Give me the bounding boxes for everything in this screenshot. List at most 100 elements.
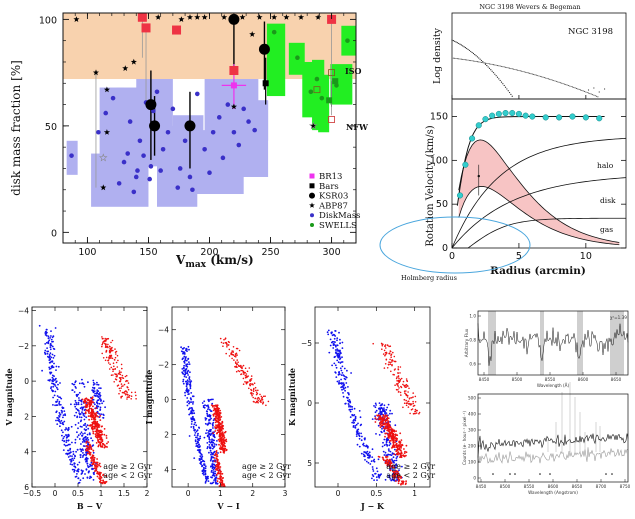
young-star bbox=[360, 452, 363, 455]
density-point bbox=[582, 90, 584, 92]
top-y-label: Arbitrary Flux bbox=[464, 328, 469, 357]
young-star bbox=[58, 415, 61, 418]
old-star bbox=[393, 471, 396, 473]
young-star bbox=[205, 410, 208, 412]
old-star bbox=[115, 361, 118, 364]
young-star bbox=[52, 340, 54, 343]
young-star bbox=[209, 449, 212, 452]
old-star bbox=[231, 350, 233, 352]
young-star bbox=[391, 479, 393, 481]
x-tick-label: 100 bbox=[78, 247, 96, 258]
old-star bbox=[400, 385, 402, 388]
old-star bbox=[402, 383, 404, 386]
density-point bbox=[504, 86, 507, 88]
old-star bbox=[101, 336, 103, 338]
young-star bbox=[187, 369, 190, 372]
young-star bbox=[73, 469, 76, 472]
old-star bbox=[89, 405, 91, 407]
old-star bbox=[116, 354, 119, 357]
young-star bbox=[97, 390, 100, 393]
old-star bbox=[84, 399, 87, 402]
young-star bbox=[87, 427, 90, 430]
old-star bbox=[382, 415, 385, 417]
young-star bbox=[346, 399, 349, 402]
young-star bbox=[211, 438, 213, 441]
young-star bbox=[200, 458, 202, 461]
old-star bbox=[384, 419, 386, 422]
old-star bbox=[128, 394, 131, 397]
old-star bbox=[127, 394, 129, 396]
old-star bbox=[397, 372, 399, 374]
young-star bbox=[77, 427, 79, 430]
young-star bbox=[342, 382, 345, 384]
green-square bbox=[332, 78, 339, 85]
y-axis-label: V magnitude bbox=[4, 368, 14, 426]
old-star bbox=[412, 413, 415, 415]
old-star bbox=[218, 443, 220, 446]
young-star bbox=[92, 389, 95, 392]
grey-star bbox=[308, 121, 318, 130]
halo-label: halo bbox=[597, 161, 614, 170]
young-star bbox=[83, 418, 86, 421]
abp87-star bbox=[298, 14, 305, 20]
young-star bbox=[213, 443, 216, 445]
young-star bbox=[54, 404, 56, 407]
old-star bbox=[118, 392, 120, 395]
x-axis-label-main: V bbox=[175, 253, 186, 267]
old-star bbox=[106, 446, 108, 448]
old-star bbox=[87, 441, 90, 444]
diskmass-point bbox=[236, 142, 242, 148]
old-star bbox=[379, 423, 382, 426]
density-point bbox=[545, 77, 547, 79]
old-star bbox=[260, 395, 263, 398]
old-star bbox=[87, 415, 90, 417]
old-star bbox=[112, 368, 114, 371]
diskmass-point bbox=[216, 115, 222, 120]
density-point bbox=[492, 64, 495, 66]
young-star bbox=[78, 412, 81, 414]
young-star bbox=[102, 417, 105, 419]
old-star bbox=[90, 399, 93, 402]
young-star bbox=[92, 479, 95, 481]
young-star bbox=[375, 467, 378, 470]
old-star bbox=[101, 345, 103, 348]
young-star bbox=[348, 404, 350, 406]
red-square bbox=[137, 12, 147, 22]
density-point bbox=[561, 82, 563, 84]
old-star bbox=[217, 472, 220, 475]
old-star bbox=[215, 474, 218, 476]
young-star bbox=[388, 441, 391, 444]
young-star bbox=[92, 384, 95, 386]
old-star bbox=[241, 367, 243, 370]
old-star bbox=[126, 386, 129, 389]
old-star bbox=[218, 485, 221, 487]
young-star bbox=[351, 406, 354, 408]
young-star bbox=[213, 446, 215, 449]
young-star bbox=[186, 365, 189, 368]
young-star bbox=[355, 431, 358, 433]
young-star bbox=[73, 462, 76, 465]
old-star bbox=[382, 343, 384, 346]
old-star bbox=[408, 387, 410, 390]
young-star bbox=[352, 422, 355, 424]
young-star bbox=[58, 400, 61, 403]
old-star bbox=[406, 394, 409, 397]
young-star bbox=[183, 352, 186, 355]
old-star bbox=[374, 417, 377, 419]
old-star bbox=[104, 339, 106, 342]
old-star bbox=[216, 429, 219, 432]
young-star bbox=[383, 438, 386, 441]
density-point bbox=[491, 70, 493, 72]
old-star bbox=[397, 391, 400, 393]
young-star bbox=[181, 368, 184, 370]
old-star bbox=[97, 439, 99, 442]
young-star bbox=[384, 412, 386, 415]
old-star bbox=[94, 427, 96, 429]
old-star bbox=[385, 353, 387, 356]
young-star bbox=[85, 454, 87, 457]
abp87-star bbox=[122, 65, 129, 71]
old-star bbox=[267, 400, 270, 403]
top-y-label: Log density bbox=[432, 27, 443, 84]
young-star bbox=[61, 439, 64, 442]
young-star bbox=[53, 375, 55, 378]
